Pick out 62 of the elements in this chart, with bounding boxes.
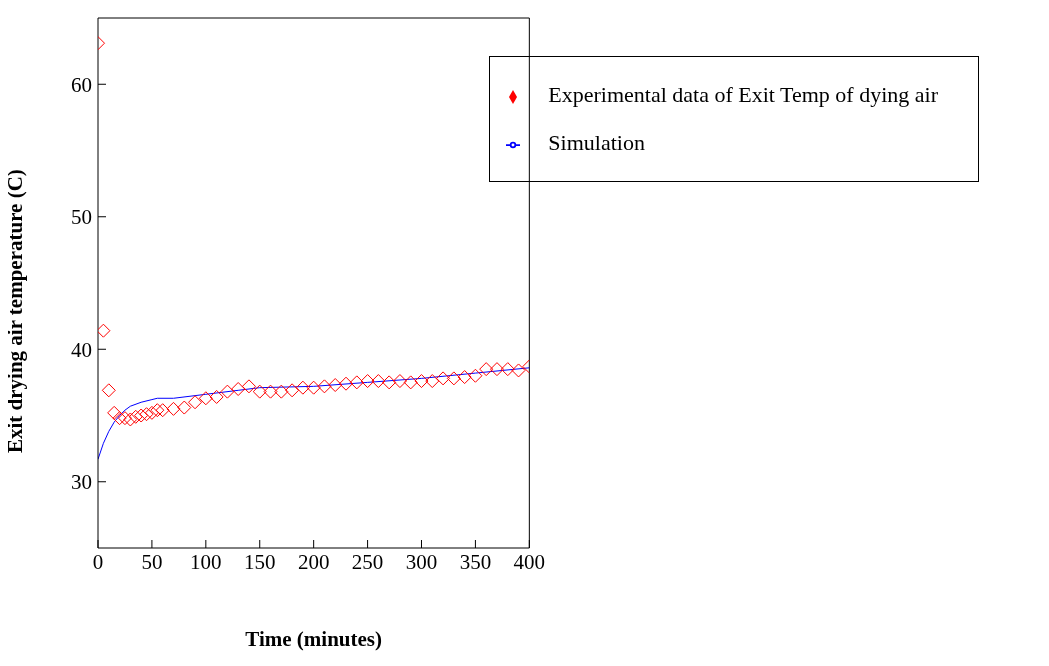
point: [414, 374, 429, 389]
point: [101, 383, 116, 398]
point: [436, 371, 451, 386]
point: [134, 408, 149, 423]
y-tick-label: 30: [71, 470, 92, 495]
point: [241, 379, 256, 394]
point: [128, 409, 143, 424]
point: [382, 375, 397, 390]
point: [98, 323, 111, 338]
x-tick-label: 50: [141, 549, 163, 574]
point: [489, 362, 504, 377]
point: [511, 363, 526, 378]
point: [371, 374, 386, 389]
point: [107, 405, 122, 420]
point: [144, 405, 159, 420]
y-tick-label: 60: [71, 72, 92, 97]
point: [306, 380, 321, 395]
point: [150, 403, 165, 418]
point: [349, 375, 364, 390]
x-axis-title: Time (minutes): [245, 627, 383, 651]
x-tick-label: 400: [513, 549, 546, 574]
point: [112, 411, 127, 426]
point: [263, 384, 278, 399]
point: [198, 391, 213, 406]
point: [155, 403, 170, 418]
point: [274, 384, 289, 399]
legend-label: Experimental data of Exit Temp of dying air: [548, 82, 938, 107]
x-tick-label: 150: [244, 549, 276, 574]
point: [392, 374, 407, 389]
x-tick-label: 300: [405, 549, 438, 574]
point: [425, 374, 440, 389]
point: [220, 384, 235, 399]
point: [328, 378, 343, 393]
point: [177, 400, 192, 415]
point: [166, 401, 181, 416]
point: [252, 384, 267, 399]
x-tick-label: 250: [351, 549, 384, 574]
point: [457, 370, 472, 385]
point: [479, 362, 494, 377]
point: [403, 375, 418, 390]
point: [285, 383, 300, 398]
point: [446, 371, 461, 386]
point: [188, 395, 203, 410]
point: [360, 374, 375, 389]
point: [295, 380, 310, 395]
point: [123, 412, 138, 427]
legend-label: Simulation: [548, 130, 645, 155]
point: [117, 411, 132, 426]
point: [317, 379, 332, 394]
x-tick-label: 200: [297, 549, 330, 574]
x-tick-label: 0: [92, 549, 104, 574]
point: [139, 407, 154, 422]
x-tick-label: 100: [190, 549, 222, 574]
x-tick-label: 350: [459, 549, 492, 574]
point: [339, 376, 354, 391]
point: [468, 368, 483, 383]
y-tick-label: 40: [71, 337, 92, 362]
point: [209, 389, 224, 404]
point: [500, 362, 515, 377]
point: [231, 382, 246, 396]
y-axis-title: Exit drying air temperature (C): [3, 169, 28, 453]
y-tick-label: 50: [71, 205, 92, 230]
